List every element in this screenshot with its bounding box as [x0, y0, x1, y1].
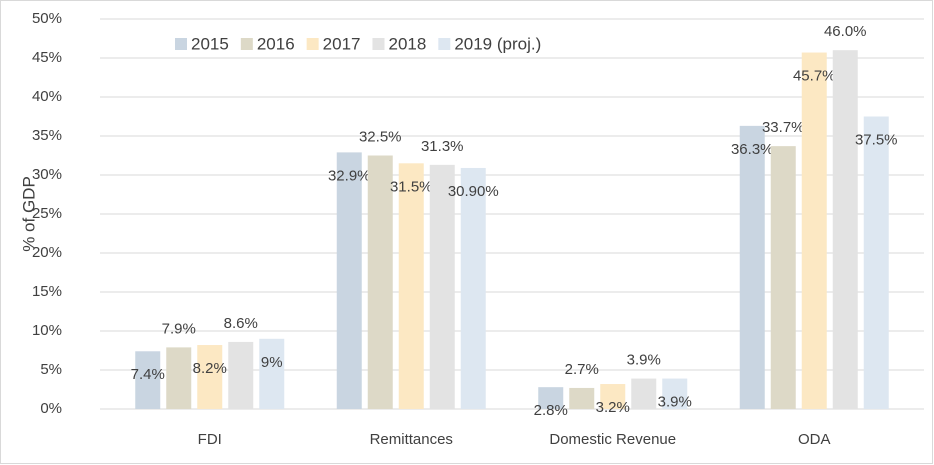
data-label: 2.7% — [565, 361, 599, 378]
legend-label: 2015 — [191, 34, 229, 53]
x-tick-label: FDI — [198, 431, 222, 448]
bar — [398, 163, 424, 409]
data-label: 36.3% — [731, 141, 774, 158]
bar — [228, 341, 254, 409]
bar — [166, 347, 192, 409]
bar — [739, 125, 765, 410]
bar — [770, 146, 796, 409]
bar — [197, 345, 223, 409]
bar — [336, 152, 362, 409]
legend-swatch — [175, 38, 187, 50]
y-tick-label: 10% — [32, 322, 62, 339]
legend-label: 2016 — [257, 34, 295, 53]
bar — [135, 351, 161, 409]
data-label: 3.9% — [658, 394, 692, 411]
y-tick-label: 0% — [40, 400, 62, 417]
data-label: 30.90% — [448, 183, 499, 200]
data-label: 3.9% — [627, 352, 661, 369]
bar — [460, 167, 486, 409]
legend-swatch — [240, 38, 253, 50]
x-tick-label: Remittances — [370, 431, 453, 448]
data-label: 8.2% — [193, 360, 227, 377]
bar — [538, 387, 564, 409]
data-label: 3.2% — [596, 399, 630, 416]
data-label: 8.6% — [224, 315, 258, 332]
data-label: 2.8% — [534, 402, 568, 419]
data-label: 7.9% — [162, 320, 196, 337]
y-tick-label: 25% — [32, 205, 62, 222]
data-label: 7.4% — [131, 366, 165, 383]
bar — [600, 384, 626, 409]
data-label: 45.7% — [793, 68, 836, 85]
bar — [801, 52, 827, 409]
y-tick-label: 15% — [32, 283, 62, 300]
legend-swatch — [438, 38, 451, 50]
data-label: 31.5% — [390, 178, 433, 195]
data-label: 37.5% — [855, 131, 898, 148]
bar — [662, 378, 688, 409]
bar — [569, 387, 595, 409]
y-axis-label: % of GDP — [19, 176, 38, 252]
x-tick-label: ODA — [798, 431, 831, 448]
data-label: 32.5% — [359, 128, 402, 145]
legend-label: 2019 (proj.) — [454, 34, 541, 53]
bar — [863, 116, 889, 409]
data-label: 33.7% — [762, 119, 805, 136]
bar — [832, 50, 858, 409]
y-tick-label: 35% — [32, 127, 62, 144]
y-tick-label: 20% — [32, 244, 62, 261]
data-label: 31.3% — [421, 138, 464, 155]
bar — [259, 338, 285, 409]
y-tick-label: 30% — [32, 166, 62, 183]
data-label: 9% — [261, 354, 283, 371]
data-label: 32.9% — [328, 167, 371, 184]
bar — [631, 378, 657, 409]
y-tick-label: 40% — [32, 88, 62, 105]
y-tick-label: 45% — [32, 49, 62, 66]
legend-swatch — [372, 38, 385, 50]
legend-label: 2018 — [388, 34, 426, 53]
y-tick-label: 5% — [40, 361, 62, 378]
bar — [367, 155, 393, 409]
x-tick-label: Domestic Revenue — [549, 431, 676, 448]
y-tick-label: 50% — [32, 10, 62, 27]
data-label: 46.0% — [824, 23, 867, 40]
legend-label: 2017 — [323, 34, 361, 53]
bar — [429, 164, 455, 409]
legend-swatch — [306, 38, 319, 50]
